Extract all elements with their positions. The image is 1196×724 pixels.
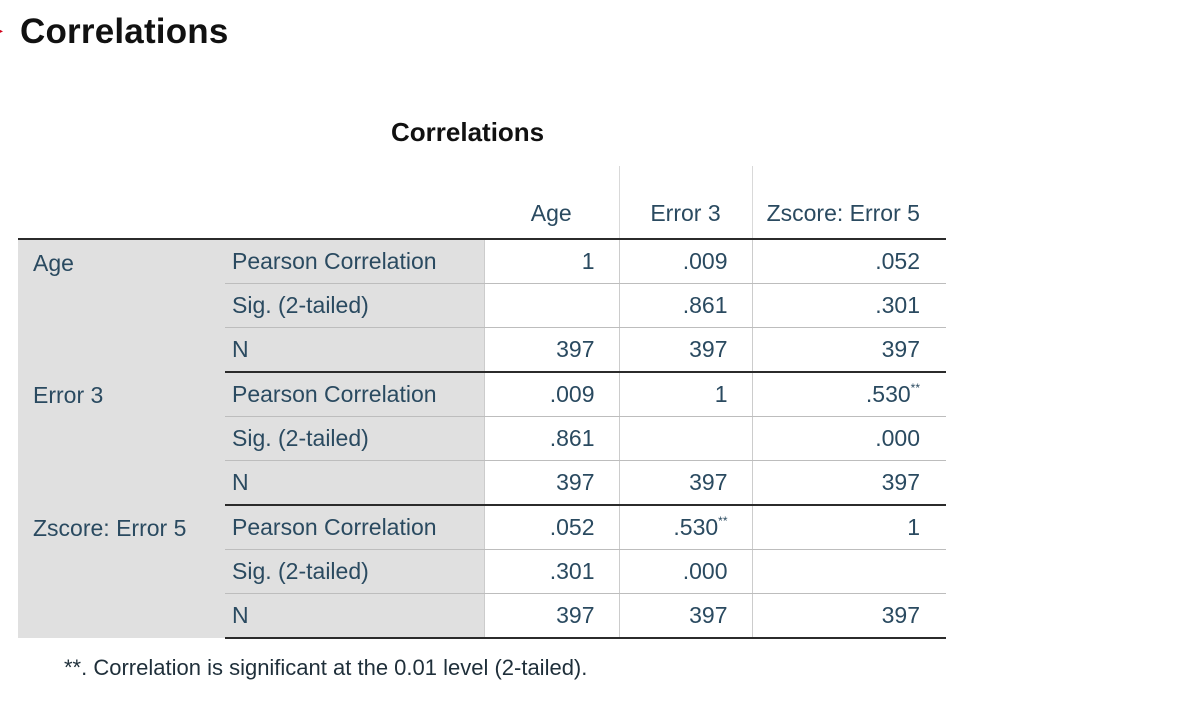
cell-zscore-age-pearson: .052 [483,505,619,550]
cell-age-error3-pearson: .009 [618,239,752,284]
cell-age-zscore-sig: .301 [751,283,946,328]
expand-arrow-icon[interactable]: ▸ [0,23,4,37]
cell-error3-age-n: 397 [483,460,619,506]
cell-age-age-n: 397 [483,327,619,373]
cell-error3-age-sig: .861 [483,416,619,461]
cell-zscore-zscore-n: 397 [751,593,946,639]
column-header-zscore-error5: Zscore: Error 5 [751,166,946,240]
cell-zscore-error3-n: 397 [618,593,752,639]
significance-marker: ** [718,514,728,528]
cell-error3-error3-n: 397 [618,460,752,506]
stat-label-pearson: Pearson Correlation [225,239,484,284]
significance-marker: ** [910,381,920,395]
cell-error3-error3-pearson: 1 [618,372,752,417]
cell-error3-zscore-n: 397 [751,460,946,506]
stat-label-n: N [225,593,484,639]
row-label-age: Age [18,239,225,372]
stat-label-n: N [225,327,484,373]
cell-age-age-sig [483,283,619,328]
stat-label-sig: Sig. (2-tailed) [225,549,484,594]
table-title: Correlations [391,117,545,147]
cell-zscore-error3-pearson: .530 [673,514,719,540]
page-title: Correlations [20,12,229,51]
cell-zscore-zscore-pearson: 1 [751,505,946,550]
cell-zscore-age-sig: .301 [483,549,619,594]
cell-zscore-error3-sig: .000 [618,549,752,594]
cell-error3-error3-sig [618,416,752,461]
stat-label-sig: Sig. (2-tailed) [225,283,484,328]
cell-error3-age-pearson: .009 [483,372,619,417]
cell-age-zscore-n: 397 [751,327,946,373]
cell-error3-zscore-pearson: .530 [865,381,911,407]
cell-age-error3-n: 397 [618,327,752,373]
table-footnote: **. Correlation is significant at the 0.… [64,655,588,680]
header-corner [18,166,225,240]
stat-label-pearson: Pearson Correlation [225,505,484,550]
column-header-error3: Error 3 [618,166,752,240]
cell-age-age-pearson: 1 [483,239,619,284]
stat-label-sig: Sig. (2-tailed) [225,416,484,461]
cell-age-zscore-pearson: .052 [751,239,946,284]
row-label-error3: Error 3 [18,372,225,505]
cell-error3-zscore-pearson-wrap: .530** [751,372,946,417]
correlations-table: Age Error 3 Zscore: Error 5 Age Pearson … [18,166,946,639]
header-corner-stat [225,166,484,240]
cell-zscore-error3-pearson-wrap: .530** [618,505,752,550]
cell-age-error3-sig: .861 [618,283,752,328]
cell-zscore-zscore-sig [751,549,946,594]
stat-label-pearson: Pearson Correlation [225,372,484,417]
cell-error3-zscore-sig: .000 [751,416,946,461]
row-label-zscore-error5: Zscore: Error 5 [18,505,225,638]
stat-label-n: N [225,460,484,506]
column-header-age: Age [484,166,619,240]
cell-zscore-age-n: 397 [483,593,619,639]
